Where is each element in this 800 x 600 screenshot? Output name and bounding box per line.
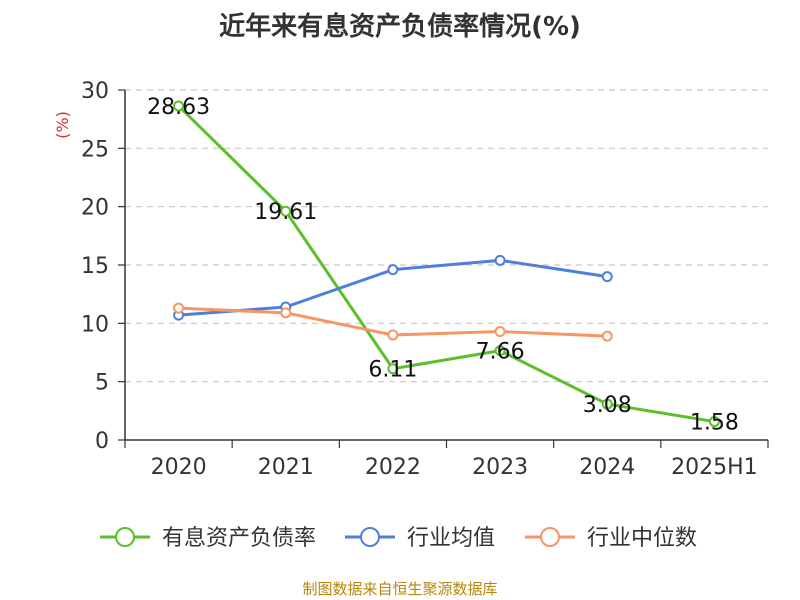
data-point bbox=[601, 330, 613, 342]
legend-label: 行业中位数 bbox=[587, 526, 697, 551]
source-note: 制图数据来自恒生聚源数据库 bbox=[302, 580, 498, 598]
y-tick-label: 15 bbox=[81, 254, 109, 279]
data-label: 7.66 bbox=[476, 340, 525, 365]
data-point bbox=[173, 100, 185, 112]
data-labels: 28.63 19.61 6.11 7.66 3.08 1.58 bbox=[147, 95, 739, 436]
data-point bbox=[387, 363, 399, 375]
legend-item-1: 行业均值 bbox=[345, 526, 495, 551]
legend-label: 有息资产负债率 bbox=[162, 526, 316, 551]
x-tick-label: 2024 bbox=[579, 455, 635, 480]
chart-title: 近年来有息资产负债率情况(%) bbox=[219, 12, 581, 42]
data-label: 19.61 bbox=[254, 200, 317, 225]
y-tick-label: 10 bbox=[81, 312, 109, 337]
data-label: 6.11 bbox=[368, 358, 417, 383]
y-tick-label: 20 bbox=[81, 196, 109, 221]
legend-marker bbox=[360, 527, 380, 547]
legend-label: 行业均值 bbox=[407, 526, 495, 551]
legend-item-2: 行业中位数 bbox=[525, 526, 697, 551]
y-tick-label: 25 bbox=[81, 137, 109, 162]
data-point bbox=[708, 416, 720, 428]
legend: 有息资产负债率 行业均值 行业中位数 bbox=[100, 526, 697, 551]
data-point bbox=[173, 302, 185, 314]
x-tick-label: 2021 bbox=[258, 455, 314, 480]
data-label: 3.08 bbox=[583, 393, 632, 418]
axes: 0 5 10 15 20 25 30 2020 2021 2022 2023 2024 2025H1 (%… bbox=[53, 79, 769, 480]
legend-marker bbox=[115, 527, 135, 547]
data-label: 28.63 bbox=[147, 95, 210, 120]
y-axis-label: (%) bbox=[53, 111, 72, 139]
data-point bbox=[601, 271, 613, 283]
legend-item-0: 有息资产负债率 bbox=[100, 526, 316, 551]
y-tick-label: 0 bbox=[95, 429, 109, 454]
x-tick-label: 2025H1 bbox=[671, 455, 758, 480]
y-tick-label: 5 bbox=[95, 371, 109, 396]
y-tick-label: 30 bbox=[81, 79, 109, 104]
data-point bbox=[387, 264, 399, 276]
series-line-0 bbox=[177, 104, 715, 424]
data-point bbox=[601, 398, 613, 410]
data-point bbox=[280, 205, 292, 217]
x-tick-label: 2020 bbox=[151, 455, 207, 480]
data-point bbox=[494, 345, 506, 357]
series-lines bbox=[173, 100, 720, 428]
data-point bbox=[494, 326, 506, 337]
grid-lines bbox=[125, 89, 768, 383]
data-point bbox=[387, 329, 399, 341]
data-point bbox=[494, 254, 506, 266]
x-tick-label: 2022 bbox=[365, 455, 421, 480]
x-tick-label: 2023 bbox=[472, 455, 528, 480]
legend-marker bbox=[540, 527, 560, 547]
data-label: 1.58 bbox=[690, 411, 739, 436]
data-point bbox=[280, 307, 292, 319]
